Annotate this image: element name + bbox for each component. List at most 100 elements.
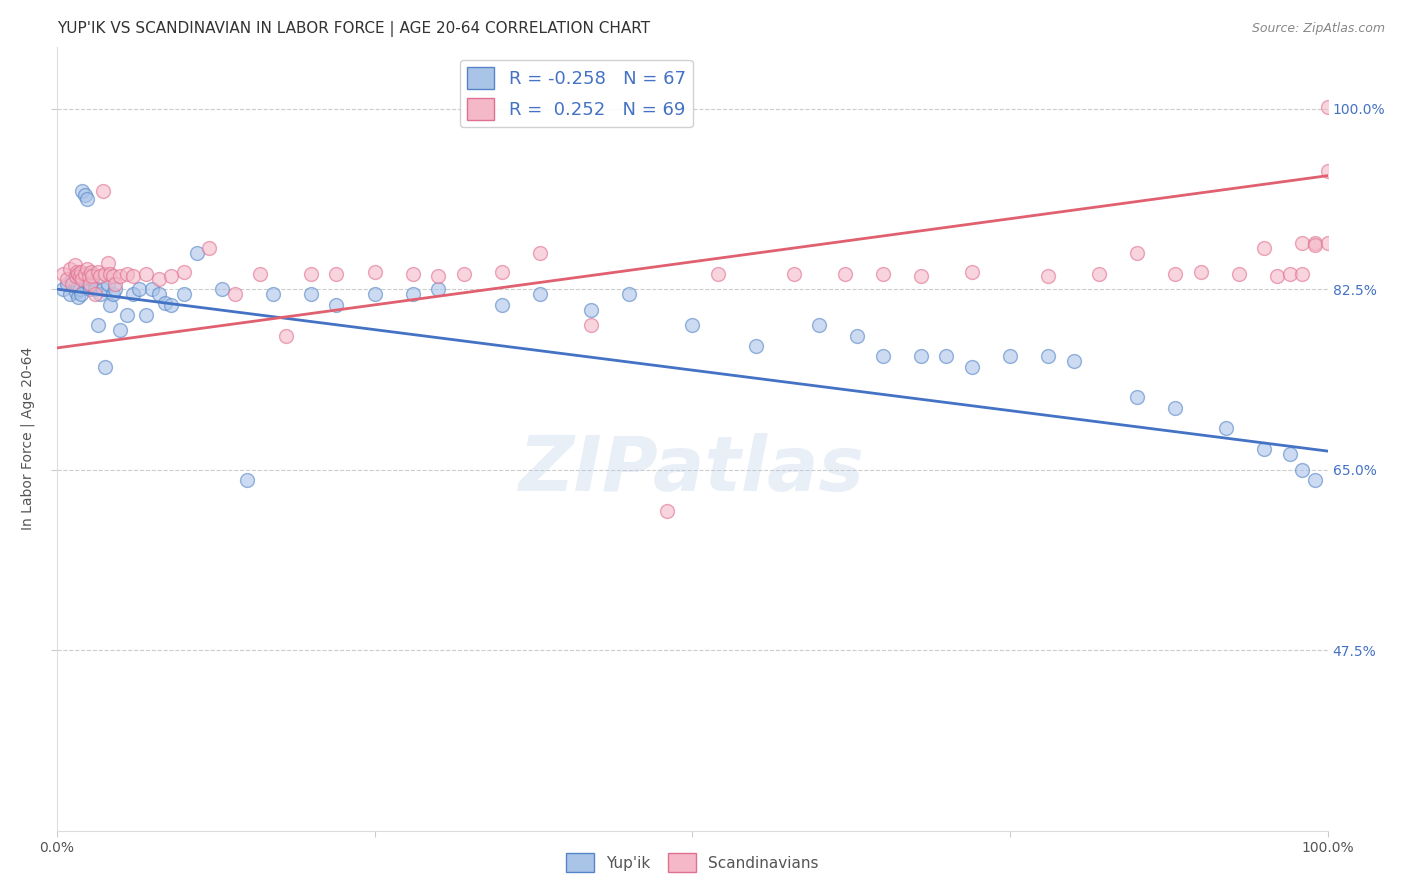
Point [79, 282, 101, 296]
Point [66, 277, 89, 291]
Point [76, 261, 98, 276]
Point [808, 318, 831, 333]
Point [173, 287, 195, 301]
Point [160, 298, 183, 312]
Point [104, 282, 127, 296]
Point [97, 256, 120, 270]
Point [128, 282, 150, 296]
Point [529, 246, 551, 260]
Point [160, 268, 183, 283]
Point [67, 267, 90, 281]
Point [453, 267, 475, 281]
Point [63, 259, 86, 273]
Point [617, 287, 640, 301]
Point [224, 287, 246, 301]
Point [84, 287, 107, 301]
Point [65, 268, 87, 283]
Point [86, 318, 108, 333]
Point [148, 287, 170, 301]
Point [77, 277, 100, 291]
Point [960, 264, 983, 278]
Point [65, 285, 87, 300]
Point [70, 287, 93, 301]
Point [1126, 246, 1149, 260]
Point [1215, 421, 1237, 435]
Point [1036, 349, 1059, 363]
Point [72, 184, 94, 198]
Point [249, 267, 271, 281]
Point [1253, 442, 1275, 456]
Point [935, 349, 957, 363]
Point [73, 267, 96, 281]
Point [198, 241, 221, 255]
Point [1189, 264, 1212, 278]
Point [579, 302, 602, 317]
Point [94, 359, 117, 374]
Point [69, 268, 91, 283]
Point [63, 279, 86, 293]
Legend: Yup'ik, Scandinavians: Yup'ik, Scandinavians [560, 847, 825, 878]
Point [91, 282, 114, 296]
Point [122, 268, 145, 283]
Point [427, 282, 450, 296]
Point [186, 246, 208, 260]
Point [363, 264, 385, 278]
Point [56, 277, 79, 291]
Point [122, 287, 145, 301]
Point [173, 264, 195, 278]
Point [52, 282, 75, 296]
Point [1227, 267, 1250, 281]
Point [491, 264, 513, 278]
Y-axis label: In Labor Force | Age 20-64: In Labor Force | Age 20-64 [21, 347, 35, 531]
Point [1291, 267, 1313, 281]
Text: YUP'IK VS SCANDINAVIAN IN LABOR FORCE | AGE 20-64 CORRELATION CHART: YUP'IK VS SCANDINAVIAN IN LABOR FORCE | … [56, 21, 650, 37]
Point [402, 267, 425, 281]
Point [110, 268, 132, 283]
Point [1126, 391, 1149, 405]
Point [681, 318, 703, 333]
Point [82, 272, 104, 286]
Point [910, 268, 932, 283]
Point [529, 287, 551, 301]
Point [135, 308, 157, 322]
Point [115, 308, 138, 322]
Point [299, 287, 322, 301]
Point [655, 504, 678, 518]
Point [86, 264, 108, 278]
Point [1088, 267, 1111, 281]
Point [97, 277, 120, 291]
Point [110, 323, 132, 337]
Point [299, 267, 322, 281]
Point [1303, 473, 1326, 487]
Point [910, 349, 932, 363]
Point [148, 272, 170, 286]
Point [52, 267, 75, 281]
Point [1278, 447, 1301, 461]
Point [1316, 235, 1339, 250]
Point [80, 264, 103, 278]
Point [579, 318, 602, 333]
Point [67, 290, 90, 304]
Point [325, 298, 347, 312]
Point [1291, 463, 1313, 477]
Point [1291, 235, 1313, 250]
Point [101, 268, 124, 283]
Point [1063, 354, 1085, 368]
Point [1316, 99, 1339, 113]
Point [94, 267, 117, 281]
Point [79, 277, 101, 291]
Point [872, 349, 894, 363]
Point [745, 339, 768, 353]
Point [135, 267, 157, 281]
Point [1253, 241, 1275, 255]
Point [141, 282, 163, 296]
Point [60, 277, 83, 291]
Point [91, 184, 114, 198]
Point [56, 272, 79, 286]
Point [1164, 401, 1187, 415]
Point [84, 282, 107, 296]
Point [89, 287, 111, 301]
Point [58, 261, 80, 276]
Point [491, 298, 513, 312]
Point [73, 188, 96, 202]
